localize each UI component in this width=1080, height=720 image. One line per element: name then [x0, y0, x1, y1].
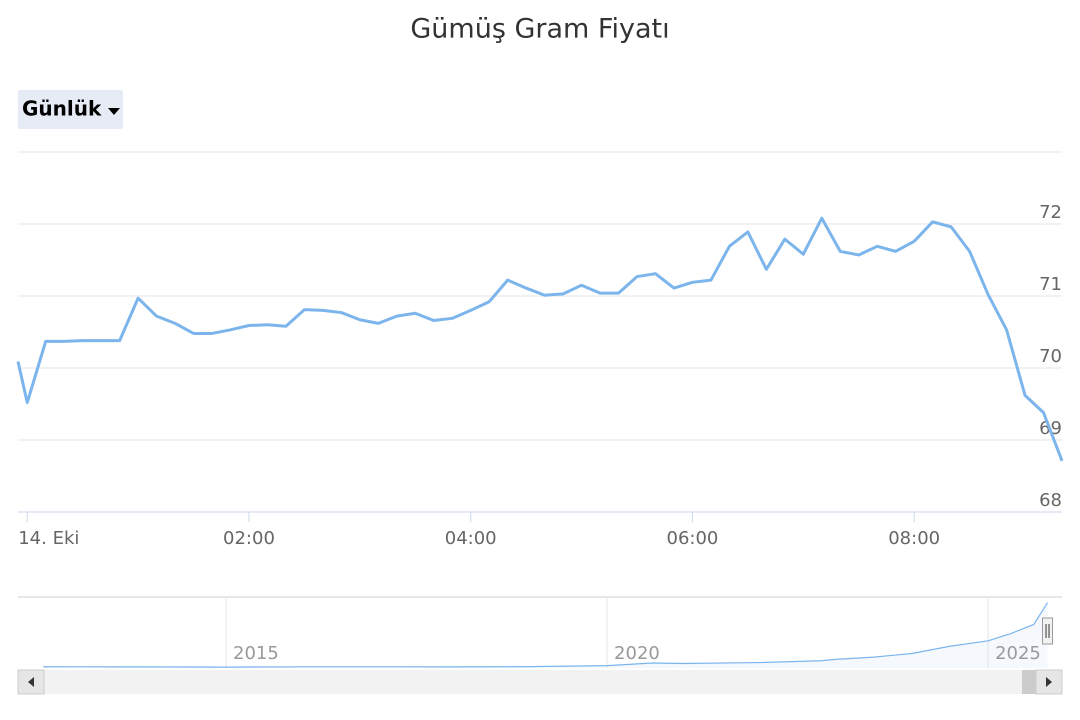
- navigator-tick-label: 2015: [233, 643, 279, 664]
- x-tick-label: 14. Eki: [18, 528, 79, 549]
- y-tick-label: 70: [1039, 346, 1062, 367]
- x-tick-label: 06:00: [667, 528, 719, 549]
- navigator-line: [43, 602, 1049, 668]
- dropdown-bg[interactable]: [18, 90, 123, 129]
- navigator-handle[interactable]: [1042, 617, 1054, 645]
- scroll-left-arrow: [28, 677, 34, 687]
- y-tick-label: 68: [1039, 490, 1062, 511]
- price-line: [16, 216, 1064, 462]
- navigator-area: [43, 602, 1048, 668]
- chart-title: Gümüş Gram Fiyatı: [410, 14, 669, 45]
- dropdown-caret[interactable]: [108, 108, 120, 115]
- scroll-right-arrow: [1046, 677, 1052, 687]
- navigator-tick-label: 2025: [995, 643, 1041, 664]
- y-tick-label: 71: [1039, 274, 1062, 295]
- x-tick-label: 08:00: [888, 528, 940, 549]
- scroll-thumb[interactable]: [1022, 670, 1036, 694]
- scrollbar-track[interactable]: [18, 670, 1062, 694]
- range-dropdown[interactable]: Günlük: [18, 90, 123, 129]
- x-tick-label: 04:00: [445, 528, 497, 549]
- y-tick-label: 72: [1039, 202, 1062, 223]
- navigator-tick-label: 2020: [614, 643, 660, 664]
- x-tick-label: 02:00: [223, 528, 275, 549]
- dropdown-label[interactable]: Günlük: [22, 97, 102, 121]
